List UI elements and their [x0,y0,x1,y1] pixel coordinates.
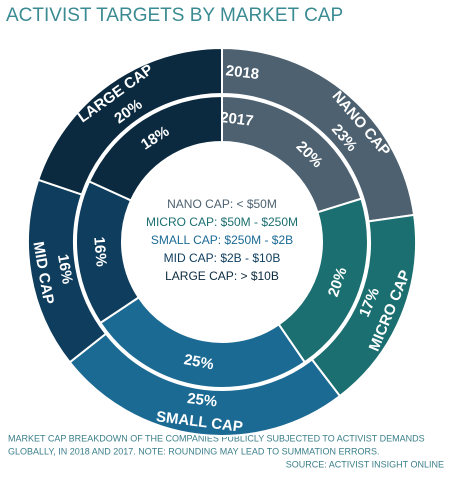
definition: LARGE CAP: > $10B [165,269,279,283]
donut-segment [36,46,223,196]
footnote: MARKET CAP BREAKDOWN OF THE COMPANIES PU… [8,433,425,443]
value-label: 25% [182,351,215,373]
value-label: 25% [186,390,218,411]
value-label: 16% [90,236,109,267]
definition: NANO CAP: < $50M [167,197,277,211]
year-label: 2018 [225,62,260,83]
definition: MICRO CAP: $50M - $250M [146,215,298,229]
value-label: 16% [54,253,76,285]
definition: SMALL CAP: $250M - $2B [151,233,293,247]
chart-title: ACTIVIST TARGETS BY MARKET CAP [6,5,343,26]
year-label: 2017 [219,109,254,130]
source: SOURCE: ACTIVIST INSIGHT ONLINE [286,459,444,469]
definition: MID CAP: $2B - $10B [164,251,281,265]
donut-segment [87,94,223,202]
footnote: GLOBALLY, IN 2018 AND 2017. NOTE: ROUNDI… [8,446,379,456]
